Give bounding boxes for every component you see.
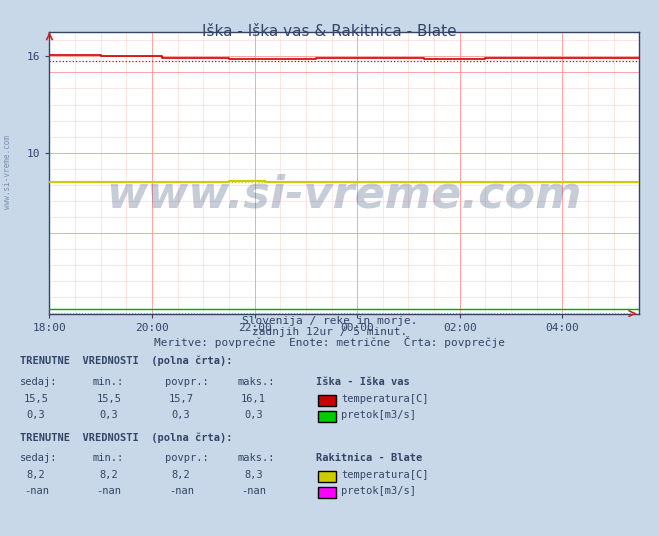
Text: www.si-vreme.com: www.si-vreme.com bbox=[107, 174, 582, 217]
Text: TRENUTNE  VREDNOSTI  (polna črta):: TRENUTNE VREDNOSTI (polna črta): bbox=[20, 432, 232, 443]
Text: 0,3: 0,3 bbox=[100, 410, 118, 420]
Text: temperatura[C]: temperatura[C] bbox=[341, 394, 429, 404]
Text: 8,2: 8,2 bbox=[27, 470, 45, 480]
Text: 0,3: 0,3 bbox=[27, 410, 45, 420]
Text: 8,3: 8,3 bbox=[244, 470, 263, 480]
Text: 0,3: 0,3 bbox=[244, 410, 263, 420]
Text: maks.:: maks.: bbox=[237, 377, 275, 387]
Text: zadnjih 12ur / 5 minut.: zadnjih 12ur / 5 minut. bbox=[252, 327, 407, 337]
Text: 15,5: 15,5 bbox=[96, 394, 121, 404]
Text: -nan: -nan bbox=[96, 486, 121, 496]
Text: 0,3: 0,3 bbox=[172, 410, 190, 420]
Text: Meritve: povprečne  Enote: metrične  Črta: povprečje: Meritve: povprečne Enote: metrične Črta:… bbox=[154, 336, 505, 348]
Text: Slovenija / reke in morje.: Slovenija / reke in morje. bbox=[242, 316, 417, 326]
Text: min.:: min.: bbox=[92, 453, 123, 463]
Text: 16,1: 16,1 bbox=[241, 394, 266, 404]
Text: sedaj:: sedaj: bbox=[20, 453, 57, 463]
Text: -nan: -nan bbox=[169, 486, 194, 496]
Text: maks.:: maks.: bbox=[237, 453, 275, 463]
Text: Rakitnica - Blate: Rakitnica - Blate bbox=[316, 453, 422, 463]
Text: Iška - Iška vas: Iška - Iška vas bbox=[316, 377, 410, 387]
Text: povpr.:: povpr.: bbox=[165, 453, 208, 463]
Text: -nan: -nan bbox=[24, 486, 49, 496]
Text: Iška - Iška vas & Rakitnica - Blate: Iška - Iška vas & Rakitnica - Blate bbox=[202, 24, 457, 39]
Text: TRENUTNE  VREDNOSTI  (polna črta):: TRENUTNE VREDNOSTI (polna črta): bbox=[20, 356, 232, 367]
Text: pretok[m3/s]: pretok[m3/s] bbox=[341, 410, 416, 420]
Text: www.si-vreme.com: www.si-vreme.com bbox=[3, 135, 13, 209]
Text: 8,2: 8,2 bbox=[172, 470, 190, 480]
Text: min.:: min.: bbox=[92, 377, 123, 387]
Text: sedaj:: sedaj: bbox=[20, 377, 57, 387]
Text: povpr.:: povpr.: bbox=[165, 377, 208, 387]
Text: 15,7: 15,7 bbox=[169, 394, 194, 404]
Text: 15,5: 15,5 bbox=[24, 394, 49, 404]
Text: pretok[m3/s]: pretok[m3/s] bbox=[341, 486, 416, 496]
Text: 8,2: 8,2 bbox=[100, 470, 118, 480]
Text: -nan: -nan bbox=[241, 486, 266, 496]
Text: temperatura[C]: temperatura[C] bbox=[341, 470, 429, 480]
